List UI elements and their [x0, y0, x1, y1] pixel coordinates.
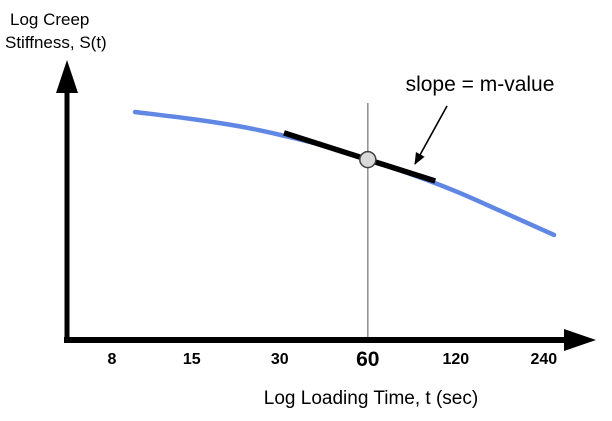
x-axis: [64, 329, 596, 351]
x-tick-label: 30: [271, 351, 289, 368]
stiffness-curve: [132, 109, 557, 238]
annotation-arrow-icon: [414, 105, 448, 165]
tangent-point-marker: [359, 150, 377, 169]
x-axis-title: Log Loading Time, t (sec): [264, 388, 478, 409]
x-tick-label: 60: [356, 348, 379, 371]
x-tick-label: 15: [183, 351, 201, 368]
y-axis-title-line1: Log Creep: [10, 10, 89, 29]
x-tick-label: 120: [442, 351, 469, 368]
x-tick-labels: 8 15 30 60 120 240: [108, 348, 558, 371]
y-axis-arrowhead-icon: [56, 60, 78, 93]
x-tick-label: 240: [530, 351, 557, 368]
y-axis-title-line2: Stiffness, S(t): [5, 33, 107, 52]
x-tick-label: 8: [108, 351, 117, 368]
annotation-label: slope = m-value: [406, 73, 555, 96]
x-axis-arrowhead-icon: [564, 329, 596, 351]
y-axis: [56, 60, 78, 343]
